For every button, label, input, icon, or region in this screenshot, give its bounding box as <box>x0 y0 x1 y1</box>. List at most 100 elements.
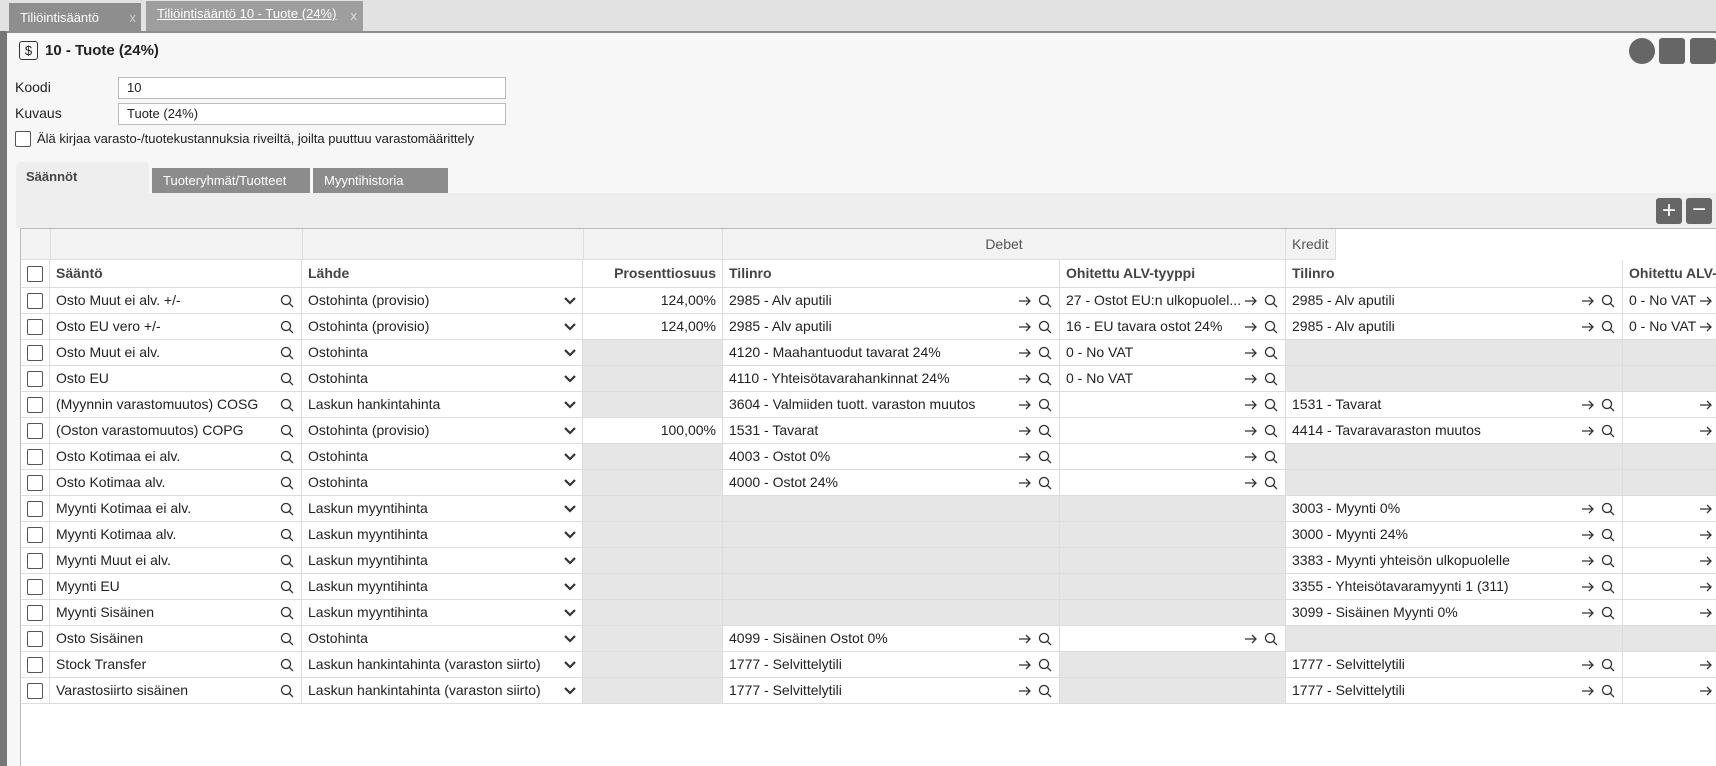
table-cell[interactable]: Myynti Sisäinen <box>50 600 302 626</box>
chev-icon[interactable] <box>563 424 577 438</box>
arrow-icon[interactable] <box>1699 398 1713 412</box>
table-cell[interactable]: Varastosiirto sisäinen <box>50 678 302 704</box>
search-icon[interactable] <box>280 450 294 464</box>
subtab[interactable]: Myyntihistoria <box>313 168 448 193</box>
checkbox[interactable] <box>27 397 43 413</box>
table-cell[interactable]: Ostohinta (provisio) <box>302 288 583 314</box>
search-icon[interactable] <box>280 372 294 386</box>
search-icon[interactable] <box>1601 528 1615 542</box>
arrow-icon[interactable] <box>1018 424 1032 438</box>
column-header[interactable]: Ohitettu ALV-tyyppi <box>1060 260 1286 288</box>
arrow-icon[interactable] <box>1581 606 1595 620</box>
checkbox[interactable] <box>27 345 43 361</box>
table-cell[interactable]: 4000 - Ostot 24% <box>723 470 1060 496</box>
search-icon[interactable] <box>1038 632 1052 646</box>
table-cell[interactable]: 3000 - Myynti 24% <box>1286 522 1623 548</box>
table-cell[interactable]: 100,00% <box>583 418 723 444</box>
checkbox[interactable] <box>27 423 43 439</box>
arrow-icon[interactable] <box>1581 294 1595 308</box>
table-cell[interactable]: 2985 - Alv aputili <box>723 288 1060 314</box>
checkbox[interactable] <box>27 293 43 309</box>
chev-icon[interactable] <box>563 450 577 464</box>
table-cell[interactable]: 4110 - Yhteisötavarahankinnat 24% <box>723 366 1060 392</box>
column-header[interactable]: Tilinro <box>723 260 1060 288</box>
table-cell[interactable]: Ostohinta <box>302 366 583 392</box>
table-cell[interactable]: Ostohinta (provisio) <box>302 418 583 444</box>
table-cell[interactable]: Laskun myyntihinta <box>302 496 583 522</box>
subtab[interactable]: Tuoteryhmät/Tuotteet <box>152 168 310 193</box>
table-cell[interactable]: 4120 - Maahantuodut tavarat 24% <box>723 340 1060 366</box>
arrow-icon[interactable] <box>1018 320 1032 334</box>
remove-button[interactable]: − <box>1686 198 1712 224</box>
menu-button[interactable] <box>1690 38 1716 64</box>
search-icon[interactable] <box>280 528 294 542</box>
table-cell[interactable]: 2985 - Alv aputili <box>723 314 1060 340</box>
chev-icon[interactable] <box>563 632 577 646</box>
arrow-icon[interactable] <box>1018 684 1032 698</box>
table-cell[interactable]: Stock Transfer <box>50 652 302 678</box>
tab[interactable]: Tiliöintisääntö x <box>9 3 141 31</box>
search-icon[interactable] <box>1601 658 1615 672</box>
table-cell[interactable]: 0 - No VAT <box>1623 288 1716 314</box>
search-icon[interactable] <box>1264 632 1278 646</box>
table-cell[interactable]: 3003 - Myynti 0% <box>1286 496 1623 522</box>
arrow-icon[interactable] <box>1699 320 1713 334</box>
checkbox[interactable] <box>27 266 43 282</box>
table-cell[interactable]: Osto Kotimaa ei alv. <box>50 444 302 470</box>
subtab-active[interactable]: Säännöt <box>16 162 149 193</box>
text-input[interactable]: Tuote (24%) <box>118 103 506 125</box>
arrow-icon[interactable] <box>1581 528 1595 542</box>
search-icon[interactable] <box>1601 606 1615 620</box>
arrow-icon[interactable] <box>1581 320 1595 334</box>
table-cell[interactable]: 1531 - Tavarat <box>723 418 1060 444</box>
table-cell[interactable]: Myynti Kotimaa ei alv. <box>50 496 302 522</box>
table-cell[interactable]: 0 - No VAT <box>1060 366 1286 392</box>
search-icon[interactable] <box>280 398 294 412</box>
table-cell[interactable]: 1777 - Selvittelytili <box>723 678 1060 704</box>
chev-icon[interactable] <box>563 554 577 568</box>
arrow-icon[interactable] <box>1699 684 1713 698</box>
checkbox[interactable] <box>27 553 43 569</box>
table-cell[interactable]: (Oston varastomuutos) COPG <box>50 418 302 444</box>
search-icon[interactable] <box>280 476 294 490</box>
search-icon[interactable] <box>1264 476 1278 490</box>
arrow-icon[interactable] <box>1018 346 1032 360</box>
arrow-icon[interactable] <box>1699 528 1713 542</box>
text-input[interactable]: 10 <box>118 77 506 99</box>
chev-icon[interactable] <box>563 528 577 542</box>
search-icon[interactable] <box>1264 294 1278 308</box>
arrow-icon[interactable] <box>1018 372 1032 386</box>
table-cell[interactable]: 4003 - Ostot 0% <box>723 444 1060 470</box>
table-cell[interactable]: Osto Muut ei alv. +/- <box>50 288 302 314</box>
arrow-icon[interactable] <box>1018 398 1032 412</box>
search-icon[interactable] <box>280 502 294 516</box>
table-cell[interactable]: 4414 - Tavaravaraston muutos <box>1286 418 1623 444</box>
search-icon[interactable] <box>1264 320 1278 334</box>
arrow-icon[interactable] <box>1244 450 1258 464</box>
table-cell[interactable]: 3099 - Sisäinen Myynti 0% <box>1286 600 1623 626</box>
search-icon[interactable] <box>1038 294 1052 308</box>
arrow-icon[interactable] <box>1244 424 1258 438</box>
search-icon[interactable] <box>1601 502 1615 516</box>
table-cell[interactable]: 1531 - Tavarat <box>1286 392 1623 418</box>
table-cell[interactable]: Laskun myyntihinta <box>302 548 583 574</box>
table-cell[interactable]: 124,00% <box>583 288 723 314</box>
search-icon[interactable] <box>1038 372 1052 386</box>
arrow-icon[interactable] <box>1018 450 1032 464</box>
search-icon[interactable] <box>280 632 294 646</box>
table-cell[interactable]: 2985 - Alv aputili <box>1286 288 1623 314</box>
search-icon[interactable] <box>1038 346 1052 360</box>
chev-icon[interactable] <box>563 346 577 360</box>
search-icon[interactable] <box>280 424 294 438</box>
table-cell[interactable]: Laskun myyntihinta <box>302 600 583 626</box>
table-cell[interactable]: 3383 - Myynti yhteisön ulkopuolelle <box>1286 548 1623 574</box>
search-icon[interactable] <box>280 580 294 594</box>
search-icon[interactable] <box>1601 554 1615 568</box>
arrow-icon[interactable] <box>1244 320 1258 334</box>
table-cell[interactable]: Ostohinta <box>302 626 583 652</box>
arrow-icon[interactable] <box>1244 346 1258 360</box>
table-cell[interactable]: Osto EU vero +/- <box>50 314 302 340</box>
checkbox[interactable] <box>27 371 43 387</box>
checkbox[interactable] <box>27 605 43 621</box>
chev-icon[interactable] <box>563 606 577 620</box>
